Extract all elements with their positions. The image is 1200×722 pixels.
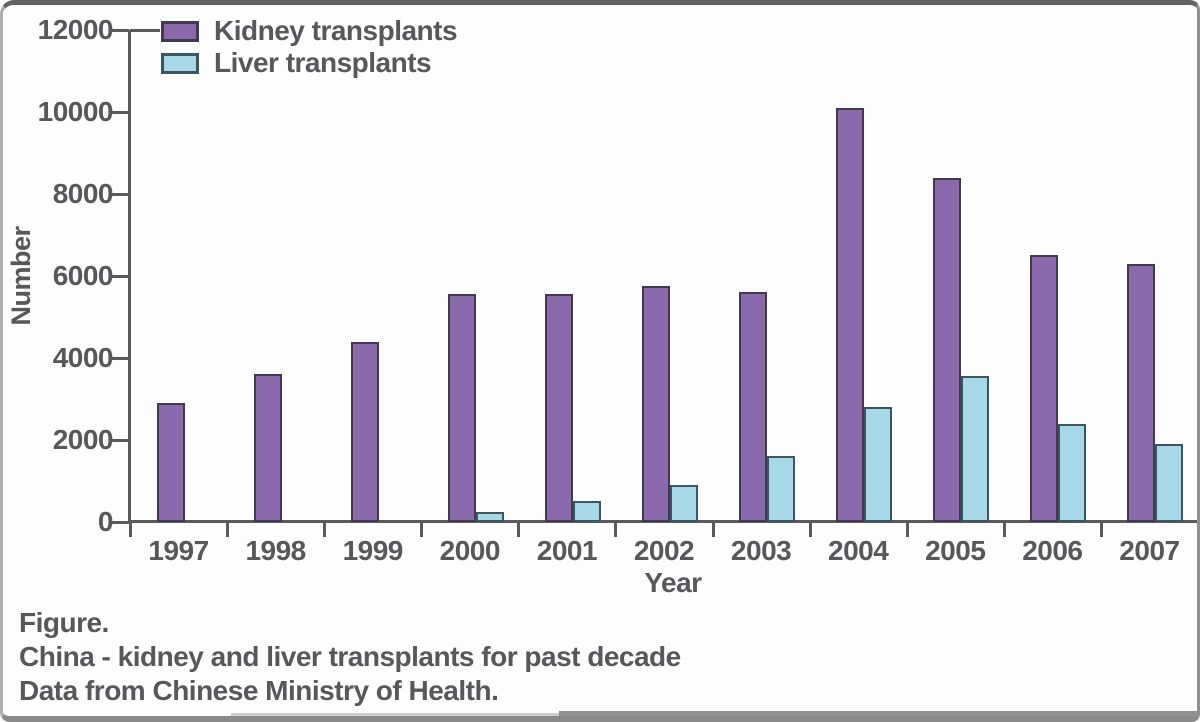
liver-bar-2006 xyxy=(1058,424,1087,522)
y-tick-label: 2000 xyxy=(52,424,114,455)
legend-label-kidney: Kidney transplants xyxy=(214,15,458,46)
legend-label-liver: Liver transplants xyxy=(214,47,432,78)
y-tick xyxy=(112,521,129,524)
kidney-bar-1997 xyxy=(156,403,185,522)
kidney-bar-2007 xyxy=(1127,264,1156,522)
y-tick-label: 6000 xyxy=(52,260,114,291)
kidney-bar-1998 xyxy=(253,374,282,522)
y-tick xyxy=(112,29,129,32)
y-tick-label: 4000 xyxy=(52,342,114,373)
kidney-bar-2000 xyxy=(447,294,476,522)
x-tick-label-1999: 1999 xyxy=(342,535,404,566)
kidney-bar-2001 xyxy=(544,294,573,522)
x-tick-label-2005: 2005 xyxy=(925,535,986,566)
caption-title: China - kidney and liver transplants for… xyxy=(19,641,681,672)
kidney-bar-2005 xyxy=(933,178,962,522)
kidney-bar-2004 xyxy=(836,108,865,522)
x-tick-label-2002: 2002 xyxy=(633,535,695,566)
x-tick xyxy=(905,523,909,537)
y-tick xyxy=(112,439,129,442)
bottom-edge-shadow xyxy=(559,711,1197,716)
kidney-bar-2006 xyxy=(1030,255,1059,522)
x-tick-label-2004: 2004 xyxy=(828,535,889,566)
y-tick xyxy=(112,111,129,114)
liver-bar-2005 xyxy=(961,376,990,522)
kidney-swatch-icon xyxy=(161,20,199,42)
y-tick-label: 12000 xyxy=(37,14,114,45)
liver-bar-2001 xyxy=(572,501,601,522)
x-tick-label-2007: 2007 xyxy=(1119,535,1180,566)
x-tick xyxy=(1002,523,1006,537)
x-tick-label-2006: 2006 xyxy=(1022,535,1083,566)
figure-caption: Figure. China - kidney and liver transpl… xyxy=(19,606,681,708)
x-tick-label-1997: 1997 xyxy=(148,535,209,566)
x-tick-label-2000: 2000 xyxy=(439,535,501,566)
x-tick xyxy=(323,523,327,537)
x-tick xyxy=(808,523,812,537)
liver-bar-2007 xyxy=(1155,444,1184,522)
liver-bar-2000 xyxy=(475,512,504,522)
kidney-bar-2003 xyxy=(739,292,768,522)
x-tick xyxy=(226,523,230,537)
caption-figure-label: Figure. xyxy=(19,607,109,638)
liver-bar-2002 xyxy=(670,485,698,522)
x-tick xyxy=(614,523,618,537)
x-tick xyxy=(129,523,132,537)
liver-swatch-icon xyxy=(161,52,199,74)
liver-bar-2003 xyxy=(767,456,796,522)
x-tick-label-2001: 2001 xyxy=(536,535,598,566)
chart-legend: Kidney transplants Liver transplants xyxy=(161,15,458,79)
y-tick xyxy=(112,193,129,196)
kidney-bar-1999 xyxy=(350,342,379,522)
x-tick xyxy=(420,523,424,537)
x-tick-label-1998: 1998 xyxy=(245,535,306,566)
x-axis-title: Year xyxy=(644,567,702,598)
y-axis-line xyxy=(128,30,131,523)
bottom-edge-highlight xyxy=(231,713,561,716)
y-tick-label: 10000 xyxy=(37,96,114,127)
legend-item-kidney: Kidney transplants xyxy=(161,15,458,47)
y-tick-label: 0 xyxy=(97,506,114,537)
x-tick-label-2003: 2003 xyxy=(730,535,792,566)
x-tick xyxy=(1099,523,1103,537)
y-tick xyxy=(112,275,129,278)
liver-bar-2004 xyxy=(864,407,893,522)
y-tick xyxy=(112,357,129,360)
x-tick xyxy=(517,523,521,537)
caption-source: Data from Chinese Ministry of Health. xyxy=(19,675,499,706)
y-axis-top-segment xyxy=(130,29,160,32)
x-tick xyxy=(711,523,715,537)
kidney-bar-2002 xyxy=(642,286,670,522)
y-tick-label: 8000 xyxy=(52,178,114,209)
legend-item-liver: Liver transplants xyxy=(161,47,457,79)
